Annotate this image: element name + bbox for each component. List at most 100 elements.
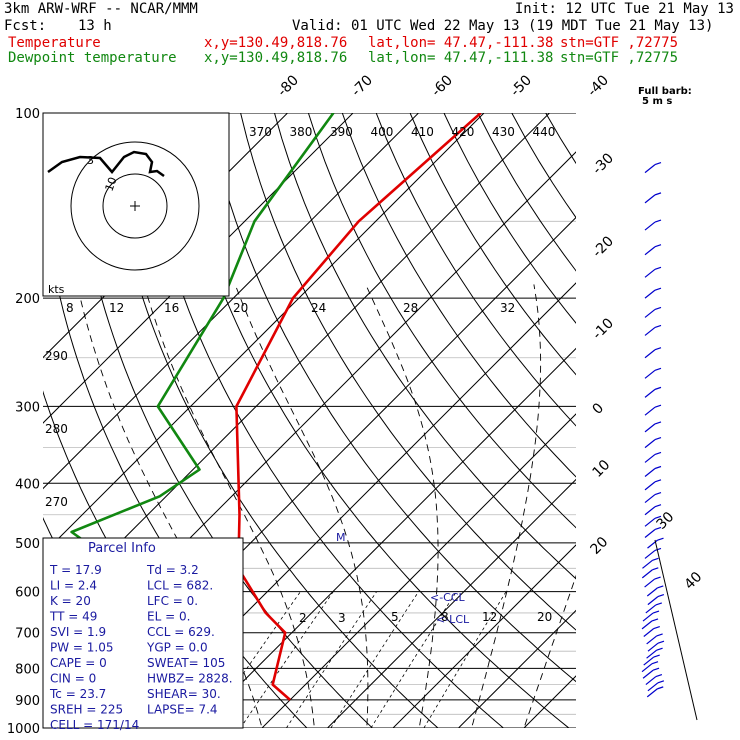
wind-barb-staff <box>645 676 657 686</box>
wind-barb-staff <box>644 453 656 463</box>
wind-barb-staff <box>644 326 656 336</box>
dry-adiabat <box>580 113 740 728</box>
pressure-label: 600 <box>15 586 40 601</box>
parcel-info-right: LCL = 682. <box>147 579 213 593</box>
isotherm <box>327 478 576 728</box>
isotherm-label: -70 <box>349 72 376 99</box>
hodograph-kts-label: kts <box>48 283 65 296</box>
dry-adiabat <box>172 113 570 728</box>
wind-barb-staff <box>645 604 657 614</box>
hodograph-speed-label: 16 <box>164 301 179 315</box>
moist-adiabat <box>365 284 439 726</box>
parcel-info-left: CELL = 171/14 <box>50 718 139 732</box>
isotherm-label: -30 <box>590 150 617 177</box>
dry-adiabat <box>477 113 576 272</box>
wind-barb-flag <box>654 421 662 425</box>
parcel-info-right: SHEAR= 30. <box>147 687 221 701</box>
wind-barb-staff <box>642 669 654 679</box>
theta-label: 440 <box>533 125 556 139</box>
wind-barb-flag <box>657 686 664 690</box>
wind-barb-flag <box>654 192 662 196</box>
isotherm-label: -40 <box>585 72 612 99</box>
theta-label-left: 270 <box>45 495 68 509</box>
hodograph-frame <box>42 112 230 297</box>
parcel-info-right: SWEAT= 105 <box>147 656 225 670</box>
wind-barb-flag <box>652 557 659 561</box>
wind-barb-staff <box>644 529 656 538</box>
isotherm <box>261 413 576 728</box>
wind-barb-staff <box>644 423 656 433</box>
dry-adiabat <box>206 113 576 683</box>
dewpoint-xy: x,y=130.49,818.76 <box>204 50 348 66</box>
hodograph-speed-label: 24 <box>311 301 326 315</box>
wind-barb-staff <box>646 649 657 659</box>
isotherm <box>43 113 354 424</box>
theta-label: 410 <box>411 125 434 139</box>
wind-barb-flag <box>657 680 665 684</box>
isotherm <box>196 347 576 728</box>
hodograph-speed-label: 12 <box>109 301 124 315</box>
wind-barb-flag <box>654 367 662 371</box>
wind-barb-flag <box>652 667 660 671</box>
forecast-hour: 13 h <box>78 18 112 34</box>
wind-barb-staff <box>641 620 653 630</box>
hodograph-speed-label: 8 <box>66 301 74 315</box>
ccl-marker: <-CCL <box>430 591 466 604</box>
isotherm-label: 0 <box>590 400 608 418</box>
wind-barb-flag <box>654 162 662 166</box>
wind-barb-flag <box>657 640 665 644</box>
valid-time: Valid: 01 UTC Wed 22 May 13 (19 MDT Tue … <box>292 18 714 34</box>
barb-legend-line2: 5 m s <box>642 96 672 107</box>
wind-barb-staff <box>641 663 653 673</box>
parcel-info-right: HWBZ= 2828. <box>147 672 233 686</box>
temperature-station: stn=GTF ,72775 <box>560 35 679 51</box>
wind-barb-flag <box>656 633 663 637</box>
wind-barb-flag <box>657 537 664 541</box>
parcel-info-left: T = 17.9 <box>49 563 102 577</box>
pressure-label: 200 <box>15 292 40 307</box>
mixing-ratio-label: 20 <box>537 610 552 624</box>
pressure-label: 900 <box>15 694 40 709</box>
wind-barb-staff <box>644 246 656 256</box>
wind-barb-flag <box>654 324 662 329</box>
theta-label-left: 280 <box>45 422 68 436</box>
wind-barb-flag <box>654 386 662 390</box>
wind-barb-staff <box>644 308 656 318</box>
wind-barb-flag <box>655 674 663 678</box>
wind-barb-flag <box>657 585 664 589</box>
wind-barb-flag <box>655 602 663 606</box>
wind-barb-staff <box>647 682 659 692</box>
barb-legend-line1: Full barb: <box>638 86 692 97</box>
wind-barb-flag <box>654 465 662 470</box>
wind-barb-staff <box>644 268 656 278</box>
hodograph-speed-label: 28 <box>403 301 418 315</box>
mixing-ratio-line <box>423 591 507 728</box>
wind-barb-staff <box>644 289 656 299</box>
theta-label: 390 <box>330 125 353 139</box>
wind-barbs <box>641 162 698 721</box>
parcel-info-frame <box>42 537 244 729</box>
wind-barb-staff <box>644 221 656 231</box>
wind-barb-flag <box>651 661 659 665</box>
dewpoint-latlon: lat,lon= 47.47,-111.38 <box>368 50 554 66</box>
dry-adiabat <box>647 113 740 728</box>
wind-barb-staff <box>642 559 653 569</box>
pressure-label: 400 <box>15 477 40 492</box>
wind-barb-staff <box>646 688 658 698</box>
parcel-info-left: SVI = 1.9 <box>50 625 106 639</box>
parcel-info-left: SREH = 225 <box>50 703 123 717</box>
theta-label: 400 <box>371 125 394 139</box>
wind-barb-staff <box>644 468 656 477</box>
wind-barb-flag <box>657 594 665 598</box>
isotherm-label: -80 <box>275 72 302 99</box>
isotherm <box>43 113 485 555</box>
wind-barb-staff <box>644 164 656 174</box>
pressure-label: 800 <box>15 662 40 677</box>
wind-barb-flag <box>653 625 660 630</box>
temperature-legend: Temperature <box>8 35 101 51</box>
parcel-info-right: YGP = 0.0 <box>146 641 208 655</box>
wind-barb-flag <box>654 515 662 519</box>
wind-barb-flag <box>654 404 662 408</box>
pressure-label: 1000 <box>7 722 40 737</box>
